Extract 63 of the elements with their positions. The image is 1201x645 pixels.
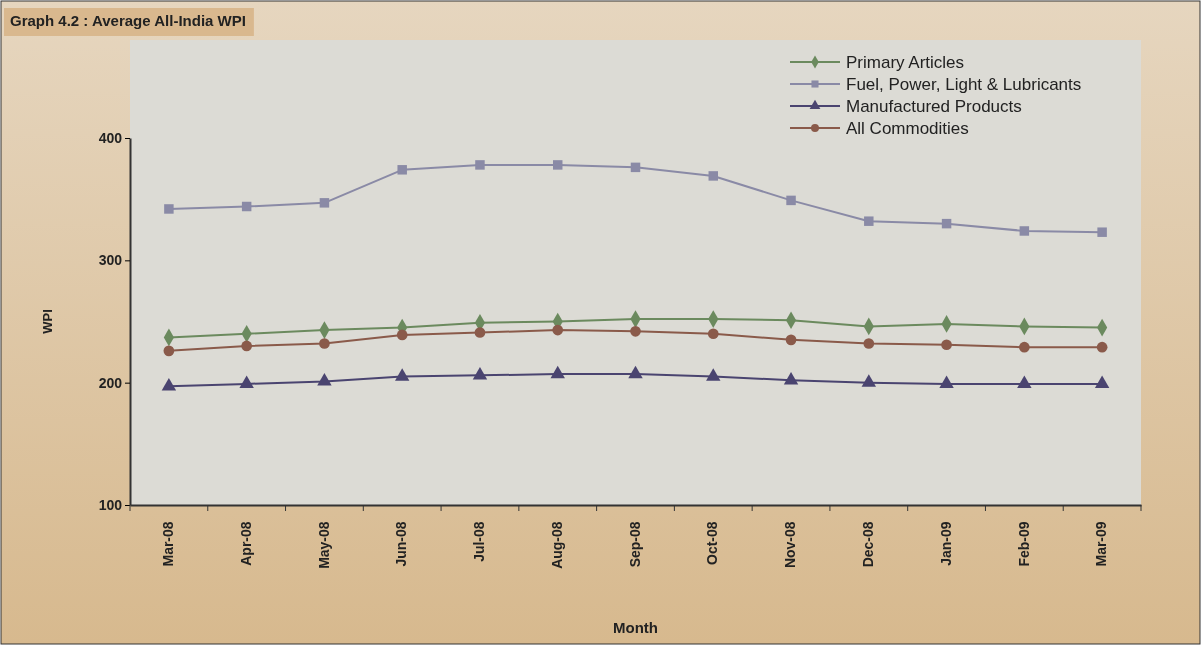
point bbox=[630, 325, 641, 337]
legend-label: Manufactured Products bbox=[846, 97, 1022, 116]
point bbox=[706, 368, 721, 381]
point bbox=[708, 171, 719, 181]
x-axis-title: Month bbox=[613, 619, 658, 636]
x-tick-label: Nov-08 bbox=[782, 521, 799, 569]
point bbox=[239, 375, 254, 389]
x-tick-label: Dec-08 bbox=[860, 521, 877, 568]
y-tick-label: 400 bbox=[98, 129, 123, 146]
x-tick-label: Feb-09 bbox=[1015, 521, 1032, 567]
point bbox=[707, 328, 719, 340]
y-tick-label: 100 bbox=[98, 496, 123, 513]
x-tick-label: Mar-09 bbox=[1093, 521, 1110, 567]
point bbox=[785, 334, 797, 346]
point bbox=[317, 373, 332, 386]
point bbox=[241, 340, 253, 352]
chart-title: Graph 4.2 : Average All-India WPI bbox=[10, 12, 246, 29]
point bbox=[552, 160, 563, 170]
x-tick-label: Mar-08 bbox=[160, 521, 177, 567]
point bbox=[475, 160, 485, 170]
x-tick-label: May-08 bbox=[315, 521, 332, 569]
point bbox=[394, 368, 410, 381]
point bbox=[163, 345, 175, 357]
point bbox=[1094, 375, 1110, 389]
legend-label: All Commodities bbox=[846, 119, 969, 138]
point bbox=[1097, 227, 1107, 237]
point bbox=[550, 365, 565, 379]
point bbox=[1018, 341, 1030, 353]
point bbox=[396, 329, 408, 341]
point bbox=[164, 204, 174, 214]
legend-label: Primary Articles bbox=[846, 53, 965, 72]
point bbox=[863, 338, 875, 349]
point bbox=[783, 371, 799, 385]
x-tick-label: Jul-08 bbox=[471, 521, 488, 562]
point bbox=[474, 327, 486, 338]
point bbox=[1096, 341, 1108, 353]
point bbox=[864, 216, 874, 226]
y-tick-label: 200 bbox=[98, 374, 123, 391]
point bbox=[630, 162, 641, 173]
x-tick-label: Aug-08 bbox=[548, 521, 565, 569]
point bbox=[319, 338, 330, 349]
x-tick-label: Sep-08 bbox=[626, 521, 643, 568]
point bbox=[397, 165, 407, 175]
y-tick-label: 300 bbox=[98, 252, 123, 269]
point bbox=[241, 201, 252, 212]
point bbox=[786, 195, 796, 206]
point bbox=[861, 374, 877, 387]
point bbox=[939, 375, 954, 389]
x-tick-label: Jan-09 bbox=[937, 521, 954, 566]
point bbox=[628, 365, 643, 379]
x-tick-label: Oct-08 bbox=[704, 521, 721, 565]
point bbox=[1017, 375, 1032, 389]
point bbox=[472, 367, 488, 380]
point bbox=[552, 324, 564, 336]
point bbox=[161, 378, 177, 391]
point bbox=[1019, 226, 1030, 236]
point bbox=[319, 198, 330, 208]
x-tick-label: Jun-08 bbox=[393, 521, 410, 567]
y-axis-title: WPI bbox=[40, 309, 55, 334]
point bbox=[941, 218, 952, 229]
legend-label: Fuel, Power, Light & Lubricants bbox=[846, 75, 1082, 94]
x-tick-label: Apr-08 bbox=[237, 521, 254, 566]
point bbox=[941, 339, 952, 351]
